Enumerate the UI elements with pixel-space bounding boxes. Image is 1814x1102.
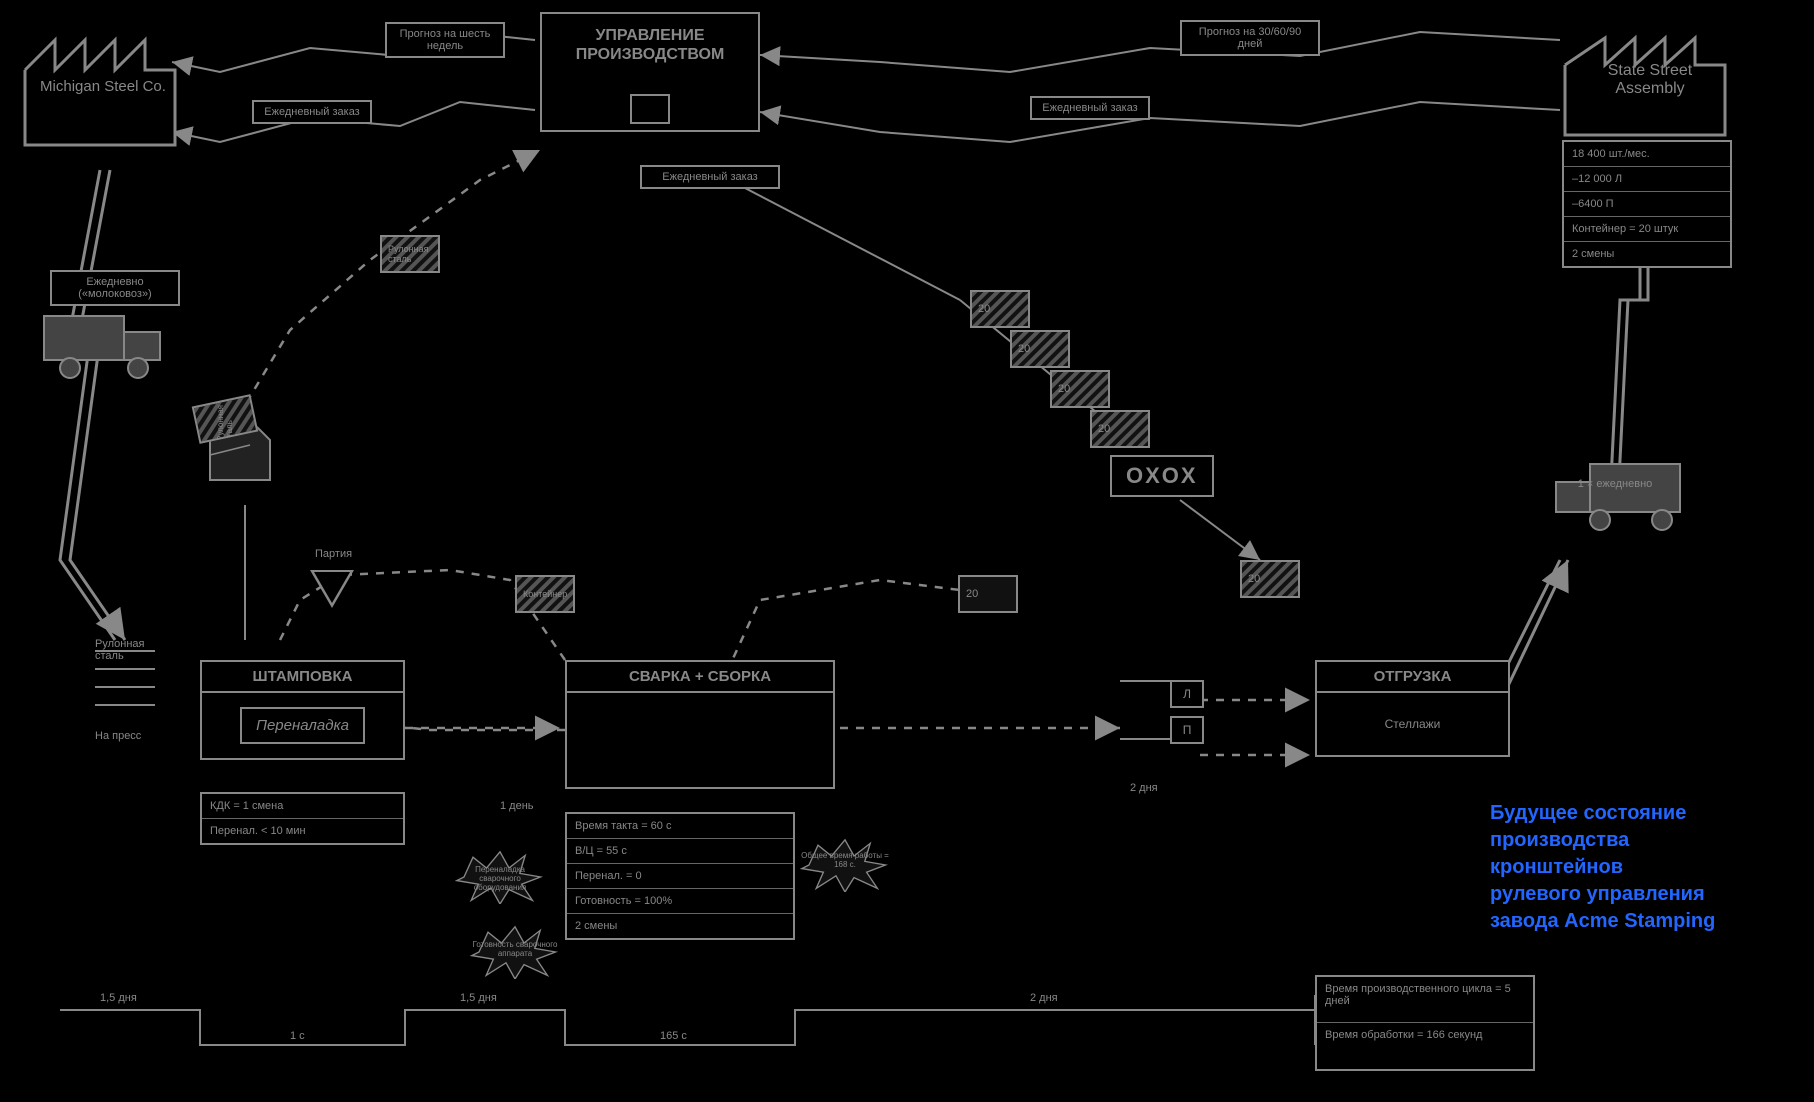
cust-d4: Контейнер = 20 штук — [1564, 217, 1730, 242]
kanban-steel-2: Рулонная сталь — [192, 394, 259, 444]
fifo-lane: Л П — [1120, 680, 1200, 740]
customer-truck-icon — [1550, 460, 1690, 535]
daily-order-supplier: Ежедневный заказ — [252, 100, 372, 124]
kanban-20-f: 20 — [1240, 560, 1300, 598]
cust-d5: 2 смены — [1564, 242, 1730, 266]
timeline-overlay — [0, 0, 1814, 1102]
fifo-p: П — [1170, 716, 1204, 744]
k20a: 20 — [972, 292, 1028, 326]
weld-d1: Время такта = 60 с — [567, 814, 793, 839]
kaizen-weld-2: Готовность сварочного аппарата — [470, 925, 560, 985]
kanban-20-e: 20 — [958, 575, 1018, 613]
k20f: 20 — [1242, 562, 1298, 596]
pc-l2: ПРОИЗВОДСТВОМ — [576, 46, 725, 63]
weld-data: Время такта = 60 с В/Ц = 55 с Перенал. =… — [565, 812, 795, 940]
vsm-canvas: Michigan Steel Co. State Street Assembly… — [0, 0, 1814, 1102]
process-shipping: ОТГРУЗКА Стеллажи — [1315, 660, 1510, 757]
fifo-days: 2 дня — [1130, 782, 1158, 794]
tl-p2: 165 с — [660, 1030, 687, 1042]
process-stamping: ШТАМПОВКА Переналадка — [200, 660, 405, 760]
fifo-l: Л — [1170, 680, 1204, 708]
kanban-container-txt: Контейнер — [517, 577, 573, 611]
ship-sub: Стеллажи — [1317, 693, 1508, 755]
k20c: 20 — [1052, 372, 1108, 406]
kanban-20-d: 20 — [1090, 410, 1150, 448]
kanban-steel-1-txt: Рулонная сталь — [382, 237, 438, 271]
tl-t2: 1,5 дня — [460, 992, 497, 1004]
customer-data-box: 18 400 шт./мес. –12 000 Л –6400 П Контей… — [1562, 140, 1732, 268]
weld-d2: В/Ц = 55 с — [567, 839, 793, 864]
supermarket-top-lbl: Рулонная сталь — [95, 638, 165, 662]
heijunka-box: OXOX — [1110, 455, 1214, 497]
customer-name: State Street Assembly — [1575, 62, 1725, 97]
forecast-306090: Прогноз на 30/60/90 дней — [1180, 20, 1320, 56]
tl-p1: 1 с — [290, 1030, 305, 1042]
supplier-name: Michigan Steel Co. — [28, 78, 178, 95]
cust-d2: –12 000 Л — [1564, 167, 1730, 192]
tl-t3: 2 дня — [1030, 992, 1058, 1004]
batch-label: Партия — [315, 548, 352, 560]
weld-lead: 1 день — [500, 800, 534, 812]
customer-ship-freq: 1 × ежедневно — [1560, 478, 1670, 490]
cust-d1: 18 400 шт./мес. — [1564, 142, 1730, 167]
kanban-20-a: 20 — [970, 290, 1030, 328]
supplier-truck-icon — [40, 312, 170, 382]
process-weld: СВАРКА + СБОРКА — [565, 660, 835, 789]
weld-d5: 2 смены — [567, 914, 793, 938]
tl-sum-lead: Время производственного цикла = 5 дней — [1317, 977, 1533, 1023]
daily-order-customer: Ежедневный заказ — [1030, 96, 1150, 120]
stamping-data: КДК = 1 смена Перенал. < 10 мин — [200, 792, 405, 845]
supermarket-bot-lbl: На пресс — [95, 730, 141, 742]
kanban-steel-2-txt: Рулонная сталь — [208, 394, 242, 444]
weld-d4: Готовность = 100% — [567, 889, 793, 914]
stamp-d2: Перенал. < 10 мин — [202, 819, 403, 843]
cust-d3: –6400 П — [1564, 192, 1730, 217]
kanban-steel-1: Рулонная сталь — [380, 235, 440, 273]
kanban-container: Контейнер — [515, 575, 575, 613]
kanban-20-b: 20 — [1010, 330, 1070, 368]
timeline-summary: Время производственного цикла = 5 дней В… — [1315, 975, 1535, 1071]
kaizen-weld-3: Общее время работы = 168 с. — [800, 838, 890, 898]
ship-title: ОТГРУЗКА — [1317, 662, 1508, 693]
weld-title: СВАРКА + СБОРКА — [567, 662, 833, 693]
arrow-overlay — [0, 0, 1814, 1102]
diagram-caption: Будущее состояние производства кронштейн… — [1490, 800, 1810, 935]
k20d: 20 — [1092, 412, 1148, 446]
stamping-kaizen: Переналадка — [256, 717, 349, 734]
daily-order-ctrl: Ежедневный заказ — [640, 165, 780, 189]
stamp-d1: КДК = 1 смена — [202, 794, 403, 819]
kanban-20-c: 20 — [1050, 370, 1110, 408]
batch-triangle-icon — [310, 570, 354, 608]
tl-sum-proc: Время обработки = 166 секунд — [1317, 1023, 1533, 1069]
tl-t1: 1,5 дня — [100, 992, 137, 1004]
k20e: 20 — [960, 577, 1016, 611]
stamping-title: ШТАМПОВКА — [202, 662, 403, 693]
production-control: УПРАВЛЕНИЕ ПРОИЗВОДСТВОМ — [540, 12, 760, 132]
pc-l1: УПРАВЛЕНИЕ — [595, 27, 704, 44]
k20b: 20 — [1012, 332, 1068, 366]
weld-d3: Перенал. = 0 — [567, 864, 793, 889]
supplier-ship-freq: Ежедневно («молоковоз») — [50, 270, 180, 306]
kaizen-weld-1: Переналадка сварочного оборудования — [455, 850, 545, 910]
forecast-6w: Прогноз на шесть недель — [385, 22, 505, 58]
